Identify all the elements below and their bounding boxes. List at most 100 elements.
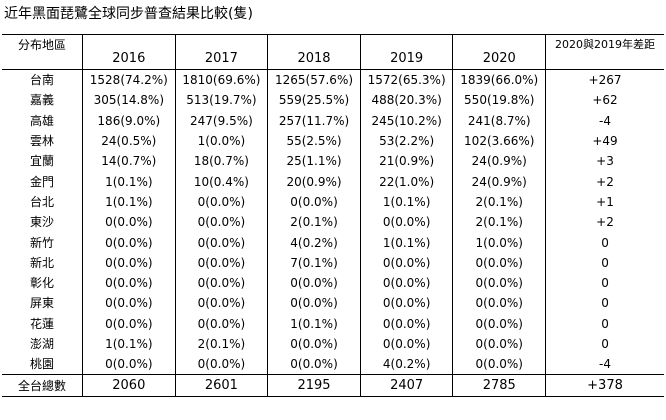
table-row: 金門 1(0.1%) 10(0.4%) 20(0.9%) 22(1.0%) 24… (2, 171, 664, 192)
diff-cell: +267 (545, 69, 664, 91)
value-cell: 550(19.8%) (452, 90, 546, 111)
region-cell: 台南 (2, 69, 83, 91)
table-row: 彰化 0(0.0%) 0(0.0%) 0(0.0%) 0(0.0%) 0(0.0… (2, 272, 664, 294)
value-cell: 0(0.0%) (267, 354, 361, 375)
value-cell: 186(9.0%) (82, 110, 176, 131)
value-cell: 0(0.0%) (82, 313, 176, 334)
total-value-cell: 2601 (174, 374, 268, 397)
census-table: 分布地區 2016 2017 2018 2019 2020 2020與2019年… (2, 34, 664, 397)
table-row: 花蓮 0(0.0%) 0(0.0%) 1(0.1%) 0(0.0%) 0(0.0… (2, 313, 664, 334)
value-cell: 22(1.0%) (359, 171, 453, 192)
table-row: 嘉義 305(14.8%) 513(19.7%) 559(25.5%) 488(… (2, 90, 664, 111)
value-cell: 0(0.0%) (174, 313, 268, 334)
value-cell: 18(0.7%) (174, 151, 268, 172)
table-row: 台北 1(0.1%) 0(0.0%) 0(0.0%) 1(0.1%) 2(0.1… (2, 191, 664, 213)
value-cell: 10(0.4%) (174, 171, 268, 192)
value-cell: 0(0.0%) (267, 272, 361, 294)
diff-cell: 0 (545, 333, 664, 355)
value-cell: 2(0.1%) (452, 212, 546, 233)
value-cell: 0(0.0%) (82, 272, 176, 294)
total-value-cell: 2195 (267, 374, 361, 397)
value-cell: 1(0.0%) (452, 232, 546, 253)
table-row: 東沙 0(0.0%) 0(0.0%) 2(0.1%) 0(0.0%) 2(0.1… (2, 212, 664, 233)
value-cell: 0(0.0%) (82, 252, 176, 273)
diff-cell: 0 (545, 293, 664, 314)
table-row: 雲林 24(0.5%) 1(0.0%) 55(2.5%) 53(2.2%) 10… (2, 130, 664, 152)
value-cell: 0(0.0%) (82, 232, 176, 253)
value-cell: 24(0.5%) (82, 130, 176, 152)
diff-cell: -4 (545, 354, 664, 375)
value-cell: 0(0.0%) (82, 354, 176, 375)
value-cell: 0(0.0%) (452, 313, 546, 334)
value-cell: 0(0.0%) (174, 232, 268, 253)
value-cell: 1(0.1%) (82, 191, 176, 213)
diff-cell: 0 (545, 272, 664, 294)
table-row: 台南 1528(74.2%) 1810(69.6%) 1265(57.6%) 1… (2, 69, 664, 91)
diff-column-header: 2020與2019年差距 (545, 34, 664, 70)
region-cell: 澎湖 (29, 337, 54, 351)
page-title: 近年黑面琵鷺全球同步普查結果比較(隻) (4, 6, 253, 22)
value-cell: 20(0.9%) (267, 171, 361, 192)
value-cell: 0(0.0%) (174, 212, 268, 233)
table-row: 屏東 0(0.0%) 0(0.0%) 0(0.0%) 0(0.0%) 0(0.0… (2, 293, 664, 314)
value-cell: 0(0.0%) (174, 252, 268, 273)
table-row: 新竹 0(0.0%) 0(0.0%) 4(0.2%) 1(0.1%) 1(0.0… (2, 232, 664, 253)
diff-cell: 0 (545, 232, 664, 253)
region-cell: 屏東 (29, 296, 54, 311)
value-cell: 1839(66.0%) (452, 69, 546, 91)
year-header-2017: 2017 (174, 34, 268, 70)
value-cell: 245(10.2%) (359, 110, 453, 131)
value-cell: 1(0.1%) (267, 313, 361, 334)
value-cell: 0(0.0%) (267, 293, 361, 314)
value-cell: 0(0.0%) (452, 333, 546, 355)
region-cell: 台北 (29, 194, 54, 209)
value-cell: 1(0.0%) (174, 130, 268, 152)
year-header-2018: 2018 (267, 34, 361, 70)
year-header-2019: 2019 (359, 34, 453, 70)
value-cell: 0(0.0%) (452, 252, 546, 273)
value-cell: 53(2.2%) (359, 130, 453, 152)
diff-cell: -4 (545, 110, 664, 131)
value-cell: 25(1.1%) (267, 151, 361, 172)
region-column-header: 分布地區 (2, 34, 83, 70)
year-header-2020: 2020 (452, 34, 546, 70)
value-cell: 0(0.0%) (174, 191, 268, 213)
table-row: 桃園 0(0.0%) 0(0.0%) 0(0.0%) 4(0.2%) 0(0.0… (2, 354, 664, 375)
total-label: 全台總數 (2, 374, 83, 397)
value-cell: 0(0.0%) (359, 252, 453, 273)
value-cell: 0(0.0%) (452, 272, 546, 294)
value-cell: 7(0.1%) (267, 252, 361, 273)
value-cell: 0(0.0%) (452, 293, 546, 314)
value-cell: 14(0.7%) (82, 151, 176, 172)
value-cell: 0(0.0%) (267, 191, 361, 213)
value-cell: 1(0.1%) (359, 232, 453, 253)
region-cell: 新竹 (29, 235, 54, 250)
value-cell: 2(0.1%) (452, 191, 546, 213)
region-cell: 桃園 (29, 357, 54, 372)
value-cell: 1(0.1%) (82, 171, 176, 192)
value-cell: 257(11.7%) (267, 110, 361, 131)
diff-cell: +2 (545, 212, 664, 233)
value-cell: 0(0.0%) (174, 272, 268, 294)
value-cell: 0(0.0%) (452, 354, 546, 375)
value-cell: 1(0.1%) (359, 191, 453, 213)
region-cell: 嘉義 (29, 93, 54, 108)
table-row: 新北 0(0.0%) 0(0.0%) 7(0.1%) 0(0.0%) 0(0.0… (2, 252, 664, 273)
table-row: 澎湖 1(0.1%) 2(0.1%) 0(0.0%) 0(0.0%) 0(0.0… (2, 333, 664, 355)
value-cell: 24(0.9%) (452, 151, 546, 172)
value-cell: 0(0.0%) (359, 333, 453, 355)
year-header-2016: 2016 (82, 34, 176, 70)
value-cell: 488(20.3%) (359, 90, 453, 111)
value-cell: 24(0.9%) (452, 171, 546, 192)
table-header-row: 分布地區 2016 2017 2018 2019 2020 2020與2019年… (2, 34, 664, 70)
table-row: 高雄 186(9.0%) 247(9.5%) 257(11.7%) 245(10… (2, 110, 664, 131)
value-cell: 4(0.2%) (359, 354, 453, 375)
region-cell: 金門 (29, 174, 54, 189)
value-cell: 1(0.1%) (82, 333, 176, 355)
value-cell: 0(0.0%) (174, 354, 268, 375)
diff-cell: +49 (545, 130, 664, 152)
value-cell: 0(0.0%) (82, 212, 176, 233)
region-cell: 新北 (29, 255, 54, 270)
region-cell: 彰化 (29, 276, 54, 291)
region-cell: 花蓮 (29, 316, 54, 331)
